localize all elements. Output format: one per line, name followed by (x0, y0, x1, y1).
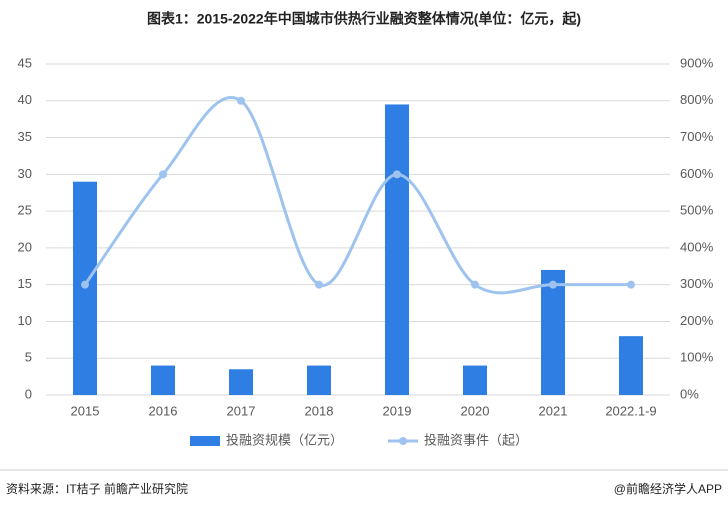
legend-label: 投融资事件（起） (424, 432, 528, 447)
y2-tick-label: 300% (680, 276, 714, 291)
y2-tick-label: 600% (680, 166, 714, 181)
bar (307, 365, 331, 395)
line-marker (237, 96, 245, 105)
legend-swatch-marker (399, 437, 407, 445)
bar (541, 269, 565, 395)
line-marker (627, 280, 635, 289)
line (83, 96, 631, 295)
y-tick-label: 30 (18, 166, 32, 181)
y-tick-label: 5 (25, 350, 32, 365)
x-tick-label: 2020 (461, 403, 490, 418)
y-tick-label: 40 (18, 92, 32, 107)
y-tick-label: 0 (25, 386, 32, 401)
x-tick-label: 2017 (227, 403, 256, 418)
x-tick-label: 2021 (539, 403, 568, 418)
y2-tick-label: 800% (680, 92, 714, 107)
y-tick-label: 35 (18, 129, 32, 144)
line-marker (549, 280, 557, 289)
source: 资料来源：IT桔子 前瞻产业研究院 (6, 481, 188, 496)
credit: @前瞻经济学人APP (614, 481, 722, 496)
line-marker (393, 170, 401, 179)
bar (463, 365, 487, 395)
y2-tick-label: 500% (680, 203, 714, 218)
y2-tick-label: 900% (680, 55, 714, 70)
y2-tick-label: 200% (680, 313, 714, 328)
y2-tick-label: 400% (680, 239, 714, 254)
x-tick-label: 2015 (71, 403, 100, 418)
y-tick-label: 15 (18, 276, 32, 291)
x-tick-label: 2018 (305, 403, 334, 418)
y-tick-label: 10 (18, 313, 32, 328)
line-marker (81, 280, 89, 289)
bar (229, 369, 253, 395)
y-tick-label: 45 (18, 55, 32, 70)
line-marker (315, 280, 323, 289)
x-tick-label: 2022.1-9 (605, 403, 656, 418)
x-tick-label: 2019 (383, 403, 412, 418)
bar (151, 365, 175, 395)
y2-tick-label: 100% (680, 350, 714, 365)
bar (385, 104, 409, 395)
y-tick-label: 20 (18, 239, 32, 254)
bar (619, 336, 643, 395)
x-tick-label: 2016 (149, 403, 178, 418)
line-marker (159, 170, 167, 179)
line-marker (471, 280, 479, 289)
y2-tick-label: 0% (680, 386, 699, 401)
y-tick-label: 25 (18, 203, 32, 218)
legend-swatch (190, 436, 220, 446)
chart-title: 图表1：2015-2022年中国城市供热行业融资整体情况(单位：亿元，起) (147, 11, 581, 27)
y2-tick-label: 700% (680, 129, 714, 144)
legend-label: 投融资规模（亿元） (226, 432, 343, 447)
